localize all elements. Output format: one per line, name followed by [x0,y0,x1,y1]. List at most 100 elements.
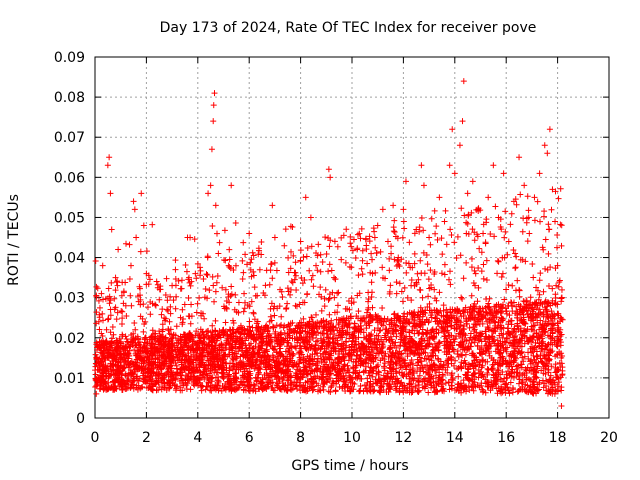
data-point [448,322,455,329]
data-point [319,330,326,337]
data-point [535,310,542,317]
data-point [480,261,487,268]
data-point [301,276,308,283]
data-point [478,313,485,320]
data-point [293,370,300,377]
data-point [232,291,239,298]
data-point [388,358,395,365]
data-point [448,324,455,331]
data-point [296,359,303,366]
data-point [495,323,502,330]
data-point [544,310,551,317]
data-point [528,326,535,333]
data-point [296,328,303,335]
data-point [123,380,130,387]
data-point [448,232,455,239]
data-point [209,322,216,329]
data-point [349,343,356,350]
data-point [310,283,317,290]
data-point [517,361,524,368]
data-point [381,360,388,367]
data-point [222,286,229,293]
data-point [285,269,292,276]
data-point [372,269,379,276]
data-point [255,371,262,378]
data-point [478,344,485,351]
data-point [523,370,530,377]
data-point [440,313,447,320]
data-point [215,332,222,339]
data-point [311,328,318,335]
data-point [185,295,192,302]
data-point [172,305,179,312]
data-point [470,365,477,372]
data-point [206,376,213,383]
data-point [100,338,107,345]
data-point [554,343,561,350]
data-point [396,315,403,322]
data-point [256,340,263,347]
data-point [370,367,377,374]
data-point [411,370,418,377]
data-point [196,344,203,351]
data-point [167,342,174,349]
data-point [491,361,498,368]
x-tick-label: 8 [296,430,305,446]
data-point [282,226,289,233]
data-point [131,319,138,326]
data-point [95,297,102,304]
data-point [558,294,565,301]
data-point [363,349,370,356]
data-point [331,294,338,301]
data-point [416,224,423,231]
data-point [404,353,411,360]
data-point [379,304,386,311]
data-point [531,374,538,381]
data-point [319,373,326,380]
data-point [488,309,495,316]
data-point [555,388,562,395]
data-point [499,369,506,376]
data-point [474,298,481,305]
data-point [99,350,106,357]
data-point [555,195,562,202]
data-point [457,339,464,346]
data-point [326,311,333,318]
data-point [544,150,551,157]
data-point [530,384,537,391]
data-point [525,355,532,362]
data-point [482,315,489,322]
data-point [192,340,199,347]
data-point [193,275,200,282]
data-point [204,272,211,279]
data-point [466,337,473,344]
data-point [369,349,376,356]
data-point [461,330,468,337]
data-point [359,247,366,254]
data-point [114,309,121,316]
data-point [383,318,390,325]
data-point [270,324,277,331]
data-point [99,358,106,365]
data-point [147,372,154,379]
data-point [369,373,376,380]
data-point [99,317,106,324]
data-point [366,372,373,379]
data-point [471,267,478,274]
data-point [284,285,291,292]
data-point [513,328,520,335]
data-point [465,383,472,390]
data-point [531,194,538,201]
data-point [534,363,541,370]
data-point [359,315,366,322]
data-point [441,218,448,225]
data-point [391,256,398,263]
data-point [123,335,130,342]
data-point [369,315,376,322]
data-point [271,234,278,241]
data-point [519,256,526,263]
data-point [198,310,205,317]
data-point [483,296,490,303]
data-point [499,270,506,277]
data-point [147,298,154,305]
